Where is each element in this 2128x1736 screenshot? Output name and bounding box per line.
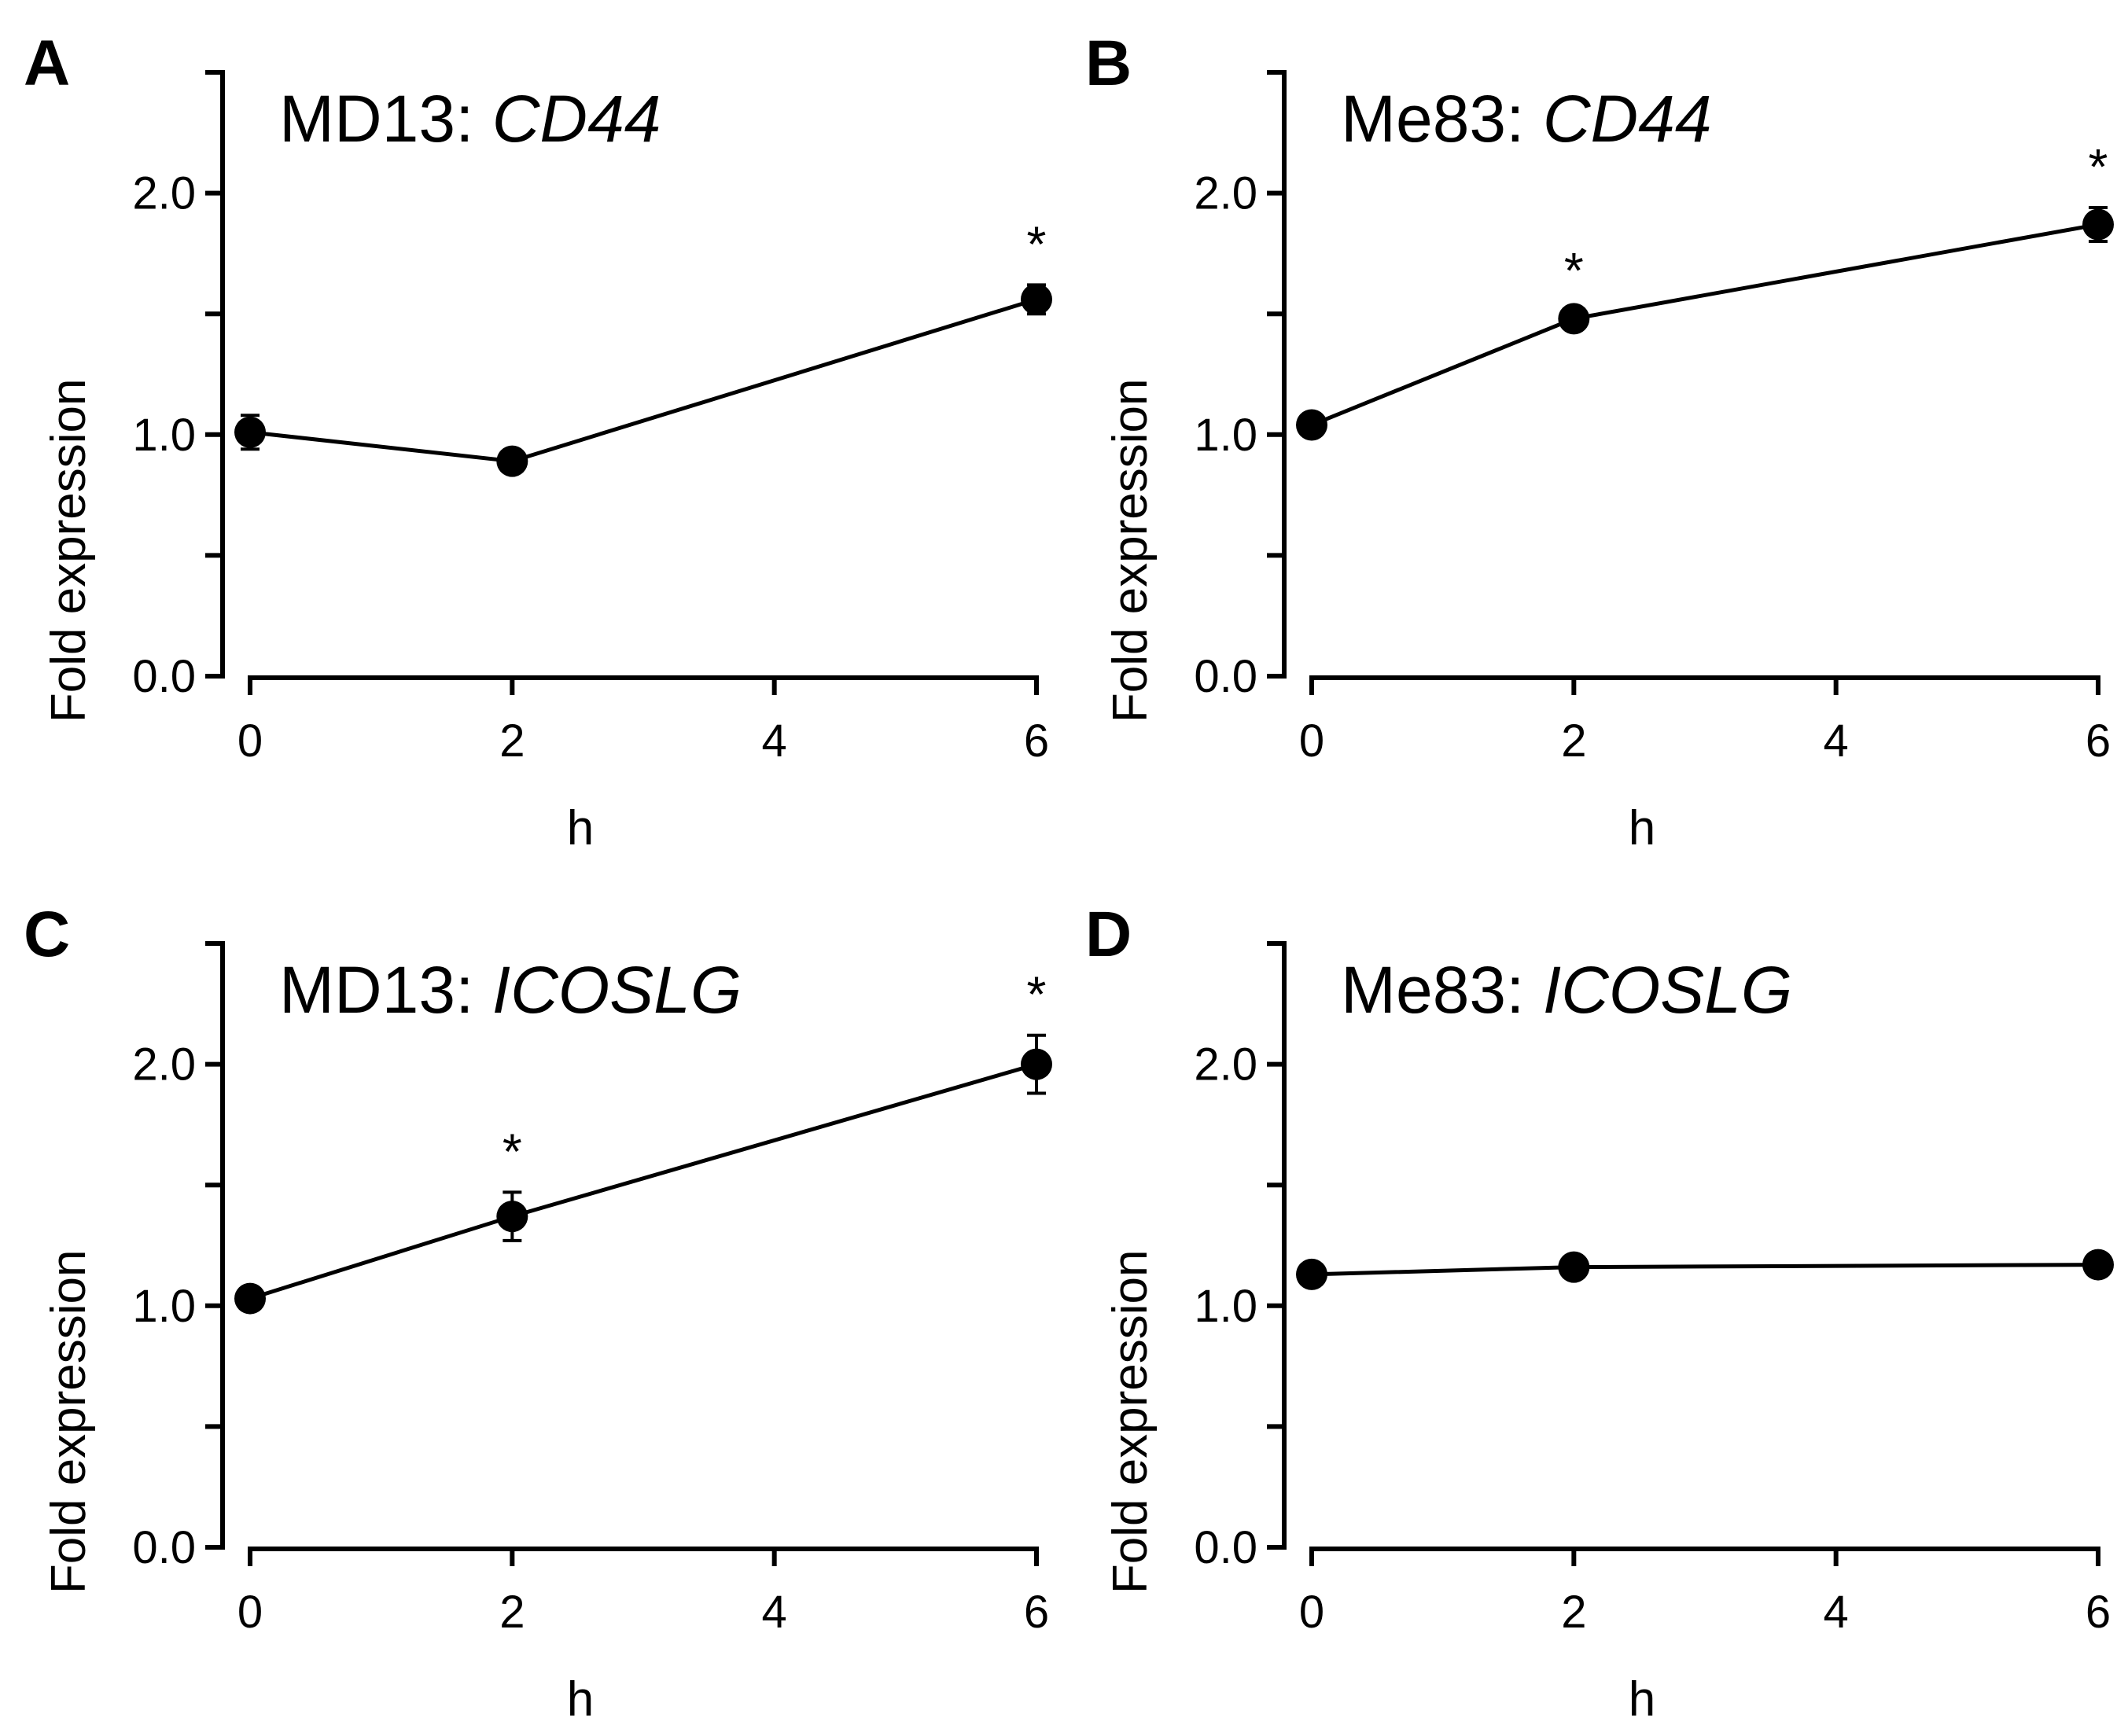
x-axis-label: h [567,801,594,855]
data-point [1296,1258,1327,1290]
panel-title-prefix: MD13: [279,82,492,156]
data-point [234,416,266,448]
x-tick-label: 4 [762,715,787,767]
x-tick-label: 6 [1024,715,1049,767]
series-line [1311,1263,2099,1277]
y-tick-label: 1.0 [132,410,196,461]
data-point [1558,1251,1590,1283]
panel-title-gene: ICOSLG [492,953,742,1027]
panel-letter: D [1085,899,1132,970]
significance-marker: * [1027,966,1047,1023]
x-tick-label: 2 [1561,715,1586,767]
x-tick-label: 6 [2086,715,2111,767]
x-tick-label: 2 [499,1587,525,1638]
x-tick-label: 6 [1024,1587,1049,1638]
x-tick-label: 0 [1299,1587,1324,1638]
panel-letter: B [1085,28,1132,99]
y-tick-label: 1.0 [1194,1281,1257,1332]
y-tick-label: 0.0 [1194,1522,1257,1573]
series-line [249,1062,1037,1300]
panel-title: Me83: ICOSLG [1341,953,1792,1027]
panel-b: B Me83: CD44 0.0 1.0 2.0 Fold expression 0 2 4 6 h… [1085,28,2114,855]
y-axis-label: Fold expression [42,378,96,723]
y-tick-label: 1.0 [132,1281,196,1332]
data-point [1021,283,1052,315]
panel-title-prefix: Me83: [1341,953,1543,1027]
x-tick-label: 2 [1561,1587,1586,1638]
panel-title: Me83: CD44 [1341,82,1712,156]
panel-letter: A [24,28,70,99]
data-point [496,445,528,477]
panel-title-prefix: MD13: [279,953,492,1027]
data-point [234,1282,266,1315]
x-tick-label: 4 [762,1587,787,1638]
y-tick-label: 0.0 [1194,651,1257,702]
data-point [496,1201,528,1233]
x-tick-label: 6 [2086,1587,2111,1638]
y-axis-label: Fold expression [42,1249,96,1594]
y-axis-label: Fold expression [1103,1249,1158,1594]
panel-title-gene: CD44 [492,82,661,156]
x-tick-label: 4 [1824,715,1849,767]
x-axis-label: h [1629,1672,1655,1727]
panel-a: A MD13: CD44 0.0 1.0 2.0 Fold expression 0 2 4 6 h… [24,28,1052,855]
x-axis-label: h [1629,801,1655,855]
y-tick-label: 2.0 [132,168,196,219]
panel-title-prefix: Me83: [1341,82,1543,156]
data-point [1021,1048,1052,1080]
y-tick-label: 2.0 [1194,168,1257,219]
significance-marker: * [2089,138,2108,195]
panel-title-gene: ICOSLG [1543,953,1792,1027]
panel-c: C MD13: ICOSLG 0.0 1.0 2.0 Fold expression 0 2 4… [24,899,1052,1727]
panel-d: D Me83: ICOSLG 0.0 1.0 2.0 Fold expression 0 2 4… [1085,899,2114,1727]
x-tick-label: 0 [237,715,263,767]
data-point [1296,409,1327,441]
y-tick-label: 1.0 [1194,410,1257,461]
significance-marker: * [503,1123,522,1179]
y-tick-label: 2.0 [132,1039,196,1091]
panel-title: MD13: CD44 [279,82,661,156]
x-tick-label: 0 [237,1587,263,1638]
panel-letter: C [24,899,70,970]
y-tick-label: 0.0 [132,1522,196,1573]
x-tick-label: 0 [1299,715,1324,767]
data-point [2082,1249,2114,1281]
panel-title-gene: CD44 [1543,82,1712,156]
panel-title: MD13: ICOSLG [279,953,742,1027]
series-line [249,297,1037,464]
significance-marker: * [1564,242,1584,299]
series-line [1311,223,2099,427]
x-tick-label: 4 [1824,1587,1849,1638]
data-point [1558,303,1590,335]
x-tick-label: 2 [499,715,525,767]
y-tick-label: 0.0 [132,651,196,702]
significance-marker: * [1027,215,1047,272]
data-point [2082,208,2114,241]
y-axis-label: Fold expression [1103,378,1158,723]
x-axis-label: h [567,1672,594,1727]
y-tick-label: 2.0 [1194,1039,1257,1091]
